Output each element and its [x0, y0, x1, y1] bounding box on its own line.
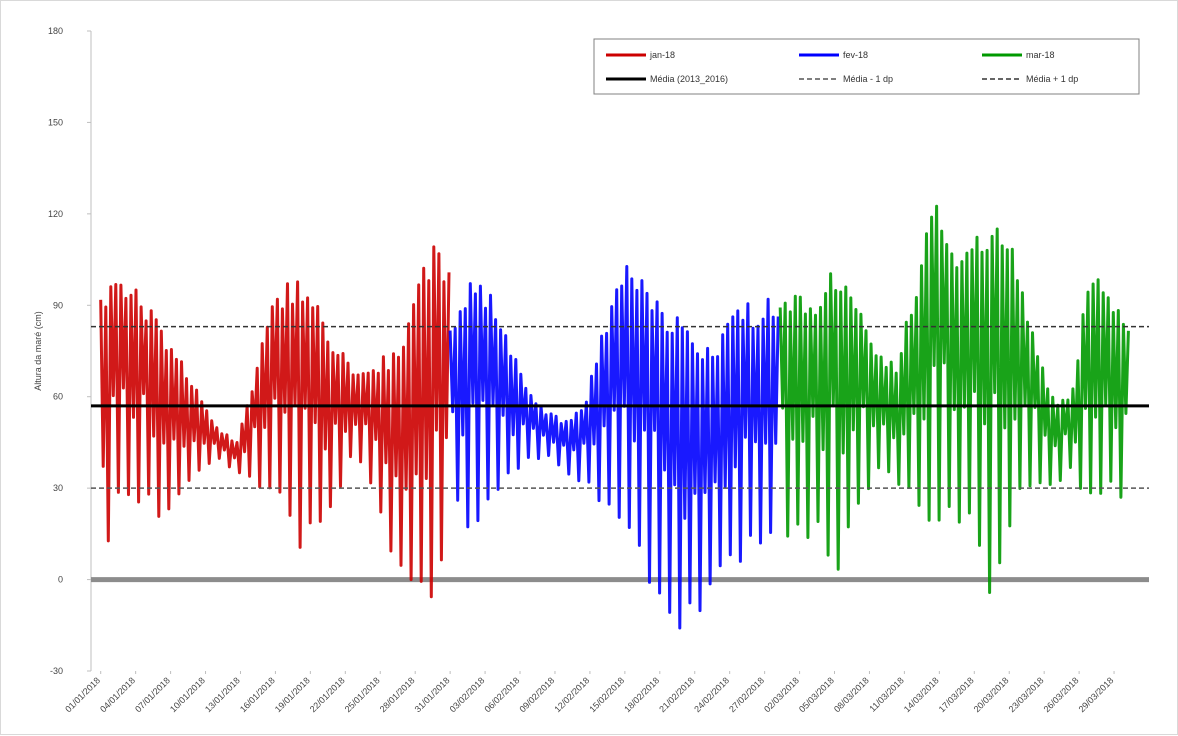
y-tick-label: 150 [48, 117, 63, 127]
y-tick-label: 30 [53, 483, 63, 493]
x-tick-label: 20/03/2018 [972, 675, 1011, 714]
x-tick-label: 14/03/2018 [902, 675, 941, 714]
legend-label: mar-18 [1026, 50, 1055, 60]
series-line-mar-18 [778, 204, 1130, 594]
x-tick-label: 02/03/2018 [762, 675, 801, 714]
x-tick-label: 18/02/2018 [622, 675, 661, 714]
legend-label: Média (2013_2016) [650, 74, 728, 84]
x-tick-label: 11/03/2018 [867, 675, 905, 713]
y-tick-label: 180 [48, 26, 63, 36]
x-tick-label: 23/03/2018 [1007, 675, 1046, 714]
x-tick-label: 28/01/2018 [378, 675, 417, 714]
x-tick-label: 03/02/2018 [448, 675, 487, 714]
x-tick-label: 29/03/2018 [1077, 675, 1116, 714]
legend-label: Média - 1 dp [843, 74, 893, 84]
y-axis-label: Altura da maré (cm) [33, 311, 43, 391]
y-tick-label: 0 [58, 575, 63, 585]
y-tick-label: 90 [53, 300, 63, 310]
x-tick-label: 24/02/2018 [692, 675, 731, 714]
series-line-jan-18 [99, 245, 451, 599]
x-tick-label: 01/01/2018 [63, 675, 102, 714]
x-tick-label: 25/01/2018 [343, 675, 382, 714]
x-tick-label: 04/01/2018 [98, 675, 137, 714]
x-tick-label: 09/02/2018 [517, 675, 556, 714]
x-tick-label: 08/03/2018 [832, 675, 871, 714]
x-tick-label: 21/02/2018 [657, 675, 696, 714]
x-tick-label: 22/01/2018 [308, 675, 347, 714]
x-tick-label: 15/02/2018 [587, 675, 626, 714]
legend-label: jan-18 [649, 50, 675, 60]
y-tick-label: 60 [53, 392, 63, 402]
x-tick-label: 19/01/2018 [273, 675, 312, 714]
x-tick-label: 16/01/2018 [238, 675, 277, 714]
series-line-fev-18 [448, 265, 780, 630]
x-tick-label: 07/01/2018 [133, 675, 172, 714]
legend-label: Média + 1 dp [1026, 74, 1078, 84]
x-tick-label: 17/03/2018 [937, 675, 976, 714]
x-tick-label: 05/03/2018 [797, 675, 836, 714]
x-tick-label: 31/01/2018 [413, 675, 452, 714]
y-tick-label: -30 [50, 666, 63, 676]
x-tick-label: 12/02/2018 [552, 675, 591, 714]
x-tick-label: 27/02/2018 [727, 675, 766, 714]
x-tick-label: 10/01/2018 [168, 675, 207, 714]
x-tick-label: 26/03/2018 [1042, 675, 1081, 714]
y-tick-label: 120 [48, 209, 63, 219]
legend-label: fev-18 [843, 50, 868, 60]
x-tick-label: 06/02/2018 [483, 675, 522, 714]
x-tick-label: 13/01/2018 [203, 675, 242, 714]
legend-box [593, 38, 1140, 95]
